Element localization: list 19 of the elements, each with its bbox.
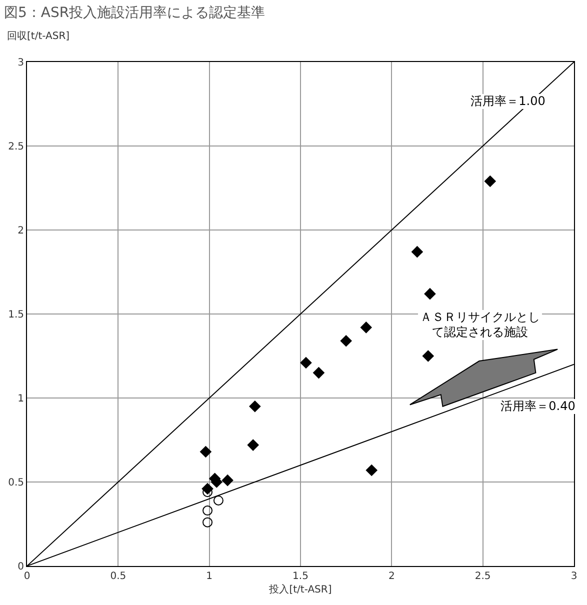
- y-tick-label: 0: [18, 562, 24, 572]
- x-tick-label: 1.5: [292, 571, 308, 582]
- x-tick-label: 2.5: [474, 571, 491, 582]
- y-tick-label: 2: [18, 226, 24, 236]
- x-tick-label: 1: [206, 571, 213, 582]
- x-tick-label: 3: [570, 571, 578, 582]
- y-axis-title: 回収[t/t-ASR]: [7, 30, 70, 42]
- x-axis-title: 投入[t/t-ASR]: [268, 584, 332, 596]
- x-tick-label: 0.5: [110, 571, 126, 582]
- y-tick-label: 0.5: [8, 478, 24, 488]
- y-tick-label: 2.5: [8, 142, 24, 152]
- annotation: 活用率＝1.00: [468, 94, 548, 109]
- y-tick-label: 1.5: [8, 310, 24, 320]
- chart-title: 図5：ASR投入施設活用率による認定基準: [4, 4, 266, 22]
- x-tick-label: 2: [388, 571, 395, 582]
- y-tick-label: 3: [18, 58, 24, 68]
- y-tick-label: 1: [18, 394, 24, 404]
- annotation: 活用率＝0.40: [495, 399, 581, 414]
- annotation: ＡＳＲリサイクルとして認定される施設: [418, 310, 542, 340]
